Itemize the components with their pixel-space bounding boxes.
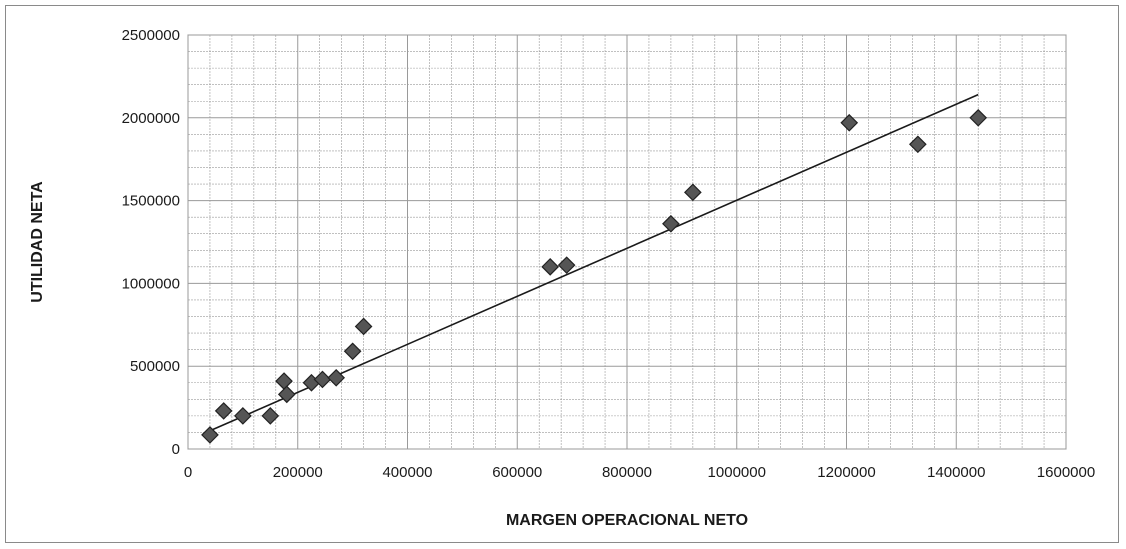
data-point [214, 402, 233, 420]
y-axis-title: UTILIDAD NETA [29, 181, 46, 303]
data-point [541, 257, 560, 276]
data-point [684, 183, 702, 202]
x-tick-label: 600000 [492, 464, 542, 481]
data-point [969, 108, 988, 127]
y-tick-label: 0 [172, 441, 180, 458]
x-tick-label: 200000 [273, 464, 323, 481]
data-point [261, 407, 280, 425]
data-point [354, 317, 373, 336]
y-tick-label: 1500000 [122, 193, 180, 210]
data-point [277, 385, 296, 404]
gridlines [187, 34, 1067, 450]
x-tick-label: 800000 [602, 464, 652, 481]
y-tick-label: 500000 [130, 358, 180, 375]
data-point [662, 214, 680, 233]
data-point [557, 256, 576, 275]
y-tick-label: 1000000 [122, 275, 180, 292]
data-point [201, 426, 219, 444]
x-axis-title: MARGEN OPERACIONAL NETO [506, 512, 748, 529]
y-axis-ticks: 0 500000 1000000 1500000 2000000 2500000 [122, 27, 180, 458]
x-tick-label: 0 [184, 464, 192, 481]
x-axis-ticks: 0 200000 400000 600000 800000 1000000 1200000 1… [184, 464, 1095, 481]
x-tick-label: 1600000 [1037, 464, 1095, 481]
x-tick-label: 1000000 [708, 464, 766, 481]
data-points [201, 108, 988, 444]
x-tick-label: 1200000 [817, 464, 875, 481]
data-point [313, 370, 332, 389]
data-point [840, 113, 859, 132]
x-tick-label: 1400000 [927, 464, 985, 481]
data-point [343, 342, 362, 361]
x-tick-label: 400000 [382, 464, 432, 481]
y-tick-label: 2500000 [122, 27, 180, 44]
data-point [234, 407, 252, 425]
y-tick-label: 2000000 [122, 110, 180, 127]
data-point [327, 368, 346, 387]
data-point [908, 135, 927, 154]
